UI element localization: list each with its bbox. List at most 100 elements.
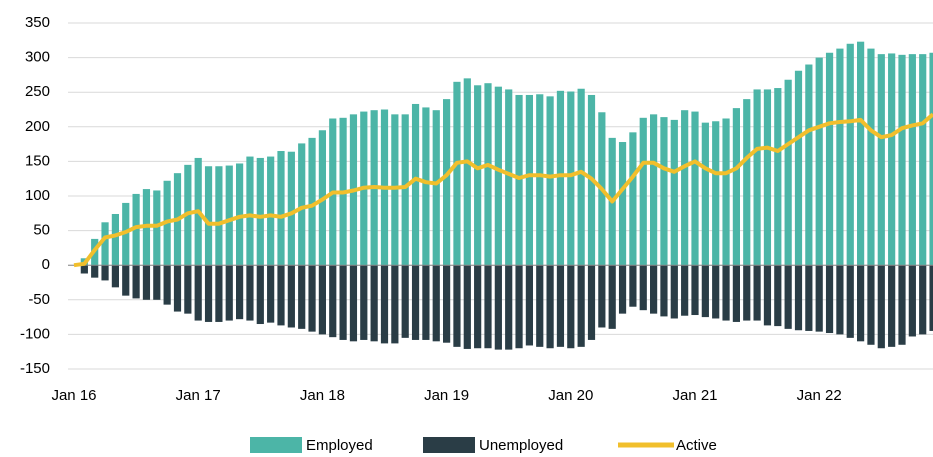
bar [929, 265, 933, 331]
bar [691, 111, 699, 266]
bar [546, 265, 554, 349]
bar [142, 265, 151, 300]
y-tick-label: 250 [25, 83, 50, 100]
bar [815, 57, 823, 266]
bar [577, 265, 585, 347]
bar [484, 265, 492, 349]
bar [101, 222, 109, 266]
bar [712, 121, 720, 266]
bar [836, 48, 844, 266]
bar [691, 265, 699, 316]
bar [877, 265, 885, 349]
bar [236, 163, 244, 266]
bar [401, 114, 409, 266]
y-tick-label: 50 [33, 222, 50, 239]
bar [204, 166, 213, 266]
bar [867, 48, 875, 266]
bar [443, 99, 451, 266]
bar [246, 156, 254, 266]
bar [536, 94, 544, 266]
bar [505, 265, 513, 350]
bar [173, 265, 182, 312]
bar [701, 265, 709, 318]
bar [298, 143, 306, 266]
bar [877, 54, 885, 266]
bar [443, 265, 451, 343]
bar [774, 88, 782, 266]
bar [411, 103, 420, 266]
bar [587, 265, 596, 340]
bar [204, 265, 213, 322]
bar [753, 89, 761, 266]
bar [453, 265, 461, 347]
bar [608, 265, 616, 329]
bar [660, 117, 668, 266]
bar [598, 265, 606, 328]
y-tick-label: -100 [20, 325, 50, 342]
bar [732, 265, 740, 322]
bar [287, 151, 295, 266]
bar [153, 265, 161, 300]
bar [308, 137, 316, 266]
legend-swatch [250, 437, 302, 453]
bar [919, 265, 927, 335]
legend-label: Unemployed [479, 437, 563, 454]
bar [774, 265, 782, 327]
bar [753, 265, 761, 321]
bar [277, 265, 285, 326]
bar [360, 265, 368, 340]
bar [391, 265, 399, 344]
bar [339, 265, 347, 340]
bar [919, 54, 927, 266]
bar [484, 83, 492, 266]
bar [825, 265, 834, 334]
bar [732, 108, 740, 266]
bar [701, 122, 709, 266]
bar [556, 90, 565, 266]
bar [660, 265, 668, 317]
bar [794, 70, 803, 266]
bar [256, 265, 264, 325]
bar [846, 265, 854, 338]
bar [411, 265, 420, 340]
bar [329, 265, 337, 338]
line [73, 112, 933, 268]
y-tick-label: 150 [25, 152, 50, 169]
bar [463, 78, 471, 266]
bar [298, 265, 306, 329]
bar [567, 91, 575, 266]
bar [132, 193, 140, 266]
bar [908, 265, 916, 337]
bar [629, 132, 637, 266]
bar [163, 265, 171, 305]
bar [639, 117, 647, 266]
bar [908, 54, 916, 266]
bar [267, 265, 275, 323]
bar [857, 41, 865, 266]
bar [91, 265, 99, 278]
bar [567, 265, 575, 349]
bar [681, 110, 689, 266]
bar [898, 265, 906, 345]
bar [681, 265, 689, 316]
bar [650, 114, 658, 266]
bar [318, 265, 326, 335]
bar [80, 265, 88, 274]
x-tick-label: Jan 20 [548, 387, 593, 404]
y-tick-label: 0 [42, 256, 50, 273]
bar [898, 54, 906, 266]
bar [246, 265, 254, 321]
bar [463, 265, 471, 349]
bar [505, 89, 513, 266]
bar [111, 213, 119, 266]
bar [236, 265, 244, 320]
bar [111, 265, 119, 288]
bar [929, 52, 933, 266]
bar [805, 265, 813, 331]
y-tick-label: 350 [25, 14, 50, 31]
bar [256, 157, 264, 266]
bar [401, 265, 409, 338]
bar [556, 265, 565, 347]
legend-label: Employed [306, 437, 373, 454]
bar [432, 110, 440, 266]
